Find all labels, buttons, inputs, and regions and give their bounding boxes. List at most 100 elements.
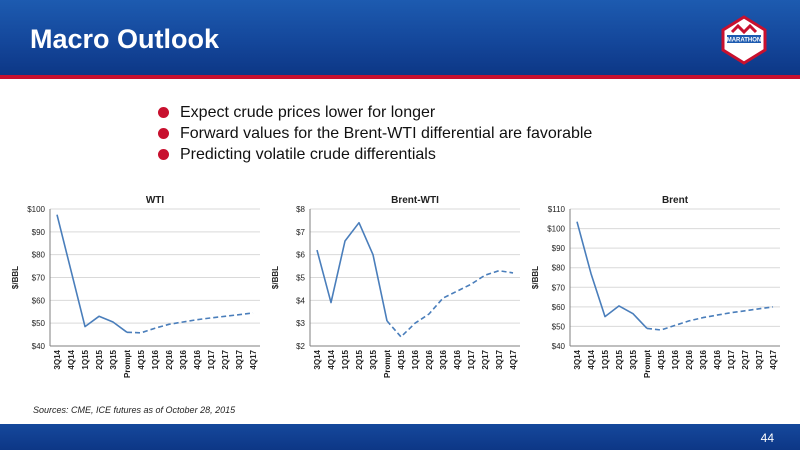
- x-tick-label: 1Q17: [727, 349, 736, 369]
- x-tick-label: 3Q15: [369, 349, 378, 369]
- x-tick-label: 4Q16: [453, 349, 462, 369]
- y-tick-label: $7: [296, 228, 305, 237]
- forward-series-line: [126, 312, 254, 334]
- y-tick-label: $80: [552, 264, 566, 273]
- y-tick-label: $40: [552, 342, 566, 351]
- y-tick-label: $110: [548, 205, 566, 214]
- y-tick-label: $100: [547, 225, 565, 234]
- x-tick-label: 4Q14: [327, 349, 336, 369]
- x-tick-label: 2Q16: [425, 349, 434, 369]
- chart-title: Brent-WTI: [391, 195, 439, 206]
- forward-series-line: [386, 269, 514, 338]
- x-tick-label: 3Q16: [179, 349, 188, 369]
- x-tick-label: 4Q17: [249, 349, 258, 369]
- y-tick-label: $70: [552, 283, 566, 292]
- logo-text: MARATHON: [727, 38, 762, 44]
- bullet-dot-icon: [158, 107, 169, 118]
- x-tick-label: 2Q15: [355, 349, 364, 369]
- historical-series-line: [576, 221, 648, 329]
- x-tick-label: 3Q15: [629, 349, 638, 369]
- x-tick-label: 2Q16: [685, 349, 694, 369]
- historical-series-line: [56, 214, 128, 333]
- footer-bar: 44: [0, 424, 800, 450]
- x-tick-label: 2Q17: [481, 349, 490, 369]
- bullet-item: Expect crude prices lower for longer: [158, 102, 592, 123]
- marathon-logo: MARATHON: [721, 15, 767, 65]
- x-tick-label: 1Q16: [151, 349, 160, 369]
- x-tick-label: 4Q14: [587, 349, 596, 369]
- bullet-dot-icon: [158, 128, 169, 139]
- x-tick-label: 3Q17: [495, 349, 504, 369]
- y-tick-label: $40: [32, 342, 46, 351]
- y-tick-label: $90: [552, 244, 566, 253]
- bullet-item: Forward values for the Brent-WTI differe…: [158, 123, 592, 144]
- y-tick-label: $8: [296, 205, 305, 214]
- header-divider: [0, 75, 800, 79]
- x-tick-label: 3Q14: [573, 349, 582, 369]
- x-tick-label: Prompt: [383, 350, 392, 378]
- wti-chart: WTI $/BBL $40 $50 $60 $70 $80 $90 $100 3Q14 4Q14 1Q…: [8, 186, 270, 405]
- x-tick-label: 1Q16: [411, 349, 420, 369]
- x-tick-label: 4Q16: [193, 349, 202, 369]
- y-tick-label: $50: [552, 322, 566, 331]
- y-tick-label: $50: [32, 319, 46, 328]
- brent-chart-svg: Brent $/BBL $40 $50 $60 $70 $80 $90 $100 $110 3Q14…: [531, 195, 780, 378]
- bullet-text: Expect crude prices lower for longer: [180, 104, 436, 121]
- page-number: 44: [760, 431, 774, 445]
- y-tick-label: $4: [296, 296, 305, 305]
- x-tick-label: 4Q15: [657, 349, 666, 369]
- x-tick-label: 4Q15: [397, 349, 406, 369]
- x-tick-label: 4Q17: [509, 349, 518, 369]
- y-axis-label: $/BBL: [271, 266, 280, 289]
- x-tick-label: 3Q17: [235, 349, 244, 369]
- x-tick-label: 2Q15: [615, 349, 624, 369]
- x-tick-label: 1Q17: [207, 349, 216, 369]
- x-tick-label: 4Q16: [713, 349, 722, 369]
- y-tick-label: $70: [32, 274, 46, 283]
- wti-chart-svg: WTI $/BBL $40 $50 $60 $70 $80 $90 $100 3Q14 4Q14 1Q…: [11, 195, 260, 378]
- x-tick-label: 1Q15: [81, 349, 90, 369]
- y-axis-label: $/BBL: [11, 266, 20, 289]
- x-tick-label: 4Q17: [769, 349, 778, 369]
- chart-title: WTI: [146, 195, 165, 206]
- y-tick-label: $100: [27, 205, 45, 214]
- brent-wti-chart-svg: Brent-WTI $/BBL $2 $3 $4 $5 $6 $7 $8 3Q14 4Q14 1Q15…: [271, 195, 520, 378]
- x-tick-label: 4Q15: [137, 349, 146, 369]
- x-tick-label: 3Q14: [53, 349, 62, 369]
- bullet-item: Predicting volatile crude differentials: [158, 144, 592, 165]
- x-tick-label: 3Q16: [699, 349, 708, 369]
- title-bar: Macro Outlook MARATHON: [0, 0, 800, 75]
- y-tick-label: $60: [32, 296, 46, 305]
- x-tick-label: 2Q17: [741, 349, 750, 369]
- x-tick-label: 3Q16: [439, 349, 448, 369]
- x-tick-label: 1Q17: [467, 349, 476, 369]
- source-note: Sources: CME, ICE futures as of October …: [33, 405, 236, 415]
- y-tick-label: $90: [32, 228, 46, 237]
- y-tick-label: $60: [552, 303, 566, 312]
- bullet-dot-icon: [158, 149, 169, 160]
- x-tick-label: 3Q14: [313, 349, 322, 369]
- y-tick-label: $6: [296, 251, 305, 260]
- brent-wti-chart: Brent-WTI $/BBL $2 $3 $4 $5 $6 $7 $8 3Q14 4Q14 1Q15…: [268, 186, 530, 405]
- chart-title: Brent: [662, 195, 689, 206]
- x-tick-label: Prompt: [643, 350, 652, 378]
- y-tick-label: $5: [296, 274, 305, 283]
- bullet-list: Expect crude prices lower for longer For…: [158, 102, 592, 165]
- x-tick-label: 3Q17: [755, 349, 764, 369]
- y-axis-label: $/BBL: [531, 266, 540, 289]
- x-tick-label: 4Q14: [67, 349, 76, 369]
- x-tick-label: Prompt: [123, 350, 132, 378]
- x-tick-label: 2Q15: [95, 349, 104, 369]
- forward-series-line: [646, 306, 774, 331]
- slide-title: Macro Outlook: [30, 24, 220, 54]
- x-tick-label: 2Q16: [165, 349, 174, 369]
- x-tick-label: 1Q16: [671, 349, 680, 369]
- bullet-text: Predicting volatile crude differentials: [180, 146, 436, 163]
- x-tick-label: 1Q15: [601, 349, 610, 369]
- x-tick-label: 1Q15: [341, 349, 350, 369]
- x-tick-label: 3Q15: [109, 349, 118, 369]
- y-tick-label: $3: [296, 319, 305, 328]
- historical-series-line: [316, 221, 388, 322]
- x-tick-label: 2Q17: [221, 349, 230, 369]
- y-tick-label: $80: [32, 251, 46, 260]
